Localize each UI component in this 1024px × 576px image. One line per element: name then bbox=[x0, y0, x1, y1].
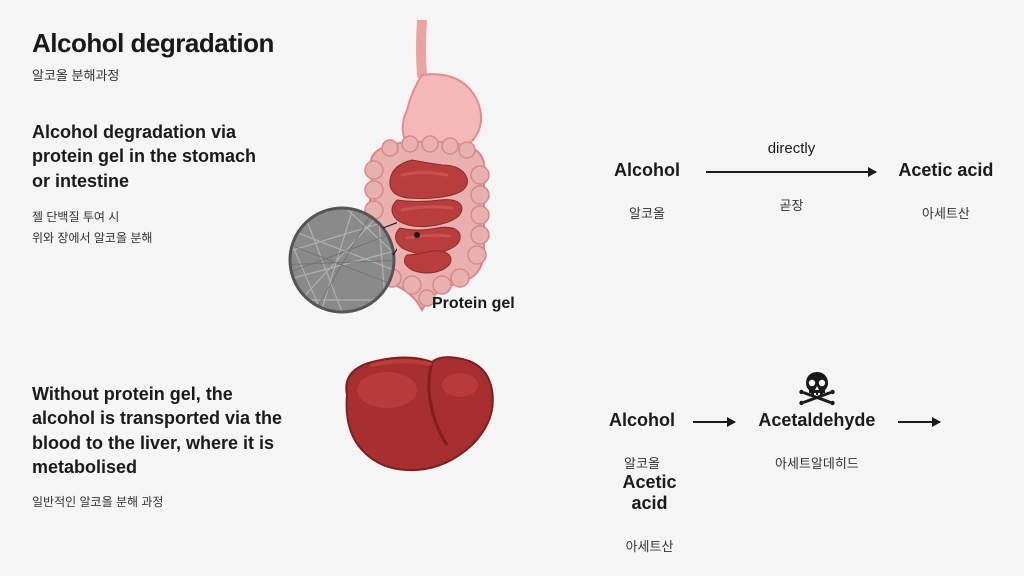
row2-description: Without protein gel, the alcohol is tran… bbox=[32, 382, 292, 510]
row-with-gel: Alcohol degradation via protein gel in t… bbox=[32, 120, 1000, 320]
row1-desc-ko: 젤 단백질 투여 시 위와 장에서 알코올 분해 bbox=[32, 207, 272, 250]
flow2-acetic: Acetic acid 아세트산 bbox=[602, 472, 697, 555]
flow1-alcohol: Alcohol 알코올 bbox=[602, 160, 692, 222]
flow2-arrow1 bbox=[686, 410, 742, 423]
protein-gel-label: Protein gel bbox=[432, 295, 515, 313]
row2-desc-ko: 일반적인 알코올 분해 과정 bbox=[32, 493, 292, 510]
row2-flow: Alcohol 알코올 Acetaldehyde 아세트 bbox=[602, 410, 1024, 555]
flow2-alcohol: Alcohol 알코올 bbox=[602, 410, 682, 472]
row1-flow: Alcohol 알코올 directly 곧장 Acetic acid 아세트산 bbox=[602, 160, 1022, 222]
row1-desc-en: Alcohol degradation via protein gel in t… bbox=[32, 120, 272, 193]
page-subtitle-ko: 알코올 분해과정 bbox=[32, 65, 274, 84]
page-title: Alcohol degradation bbox=[32, 28, 274, 59]
flow2-arrow2 bbox=[891, 410, 947, 423]
protein-gel-inset-icon bbox=[287, 205, 397, 315]
row-without-gel: Without protein gel, the alcohol is tran… bbox=[32, 370, 1000, 550]
row1-description: Alcohol degradation via protein gel in t… bbox=[32, 120, 272, 250]
flow2-acetaldehyde: Acetaldehyde 아세트알데히드 bbox=[747, 410, 887, 472]
liver-icon bbox=[332, 350, 502, 480]
title-block: Alcohol degradation 알코올 분해과정 bbox=[32, 28, 274, 84]
flow1-acetic: Acetic acid 아세트산 bbox=[891, 160, 1001, 222]
flow1-arrow: directly 곧장 bbox=[696, 160, 886, 214]
row2-desc-en: Without protein gel, the alcohol is tran… bbox=[32, 382, 292, 479]
skull-crossbones-icon bbox=[799, 370, 835, 406]
